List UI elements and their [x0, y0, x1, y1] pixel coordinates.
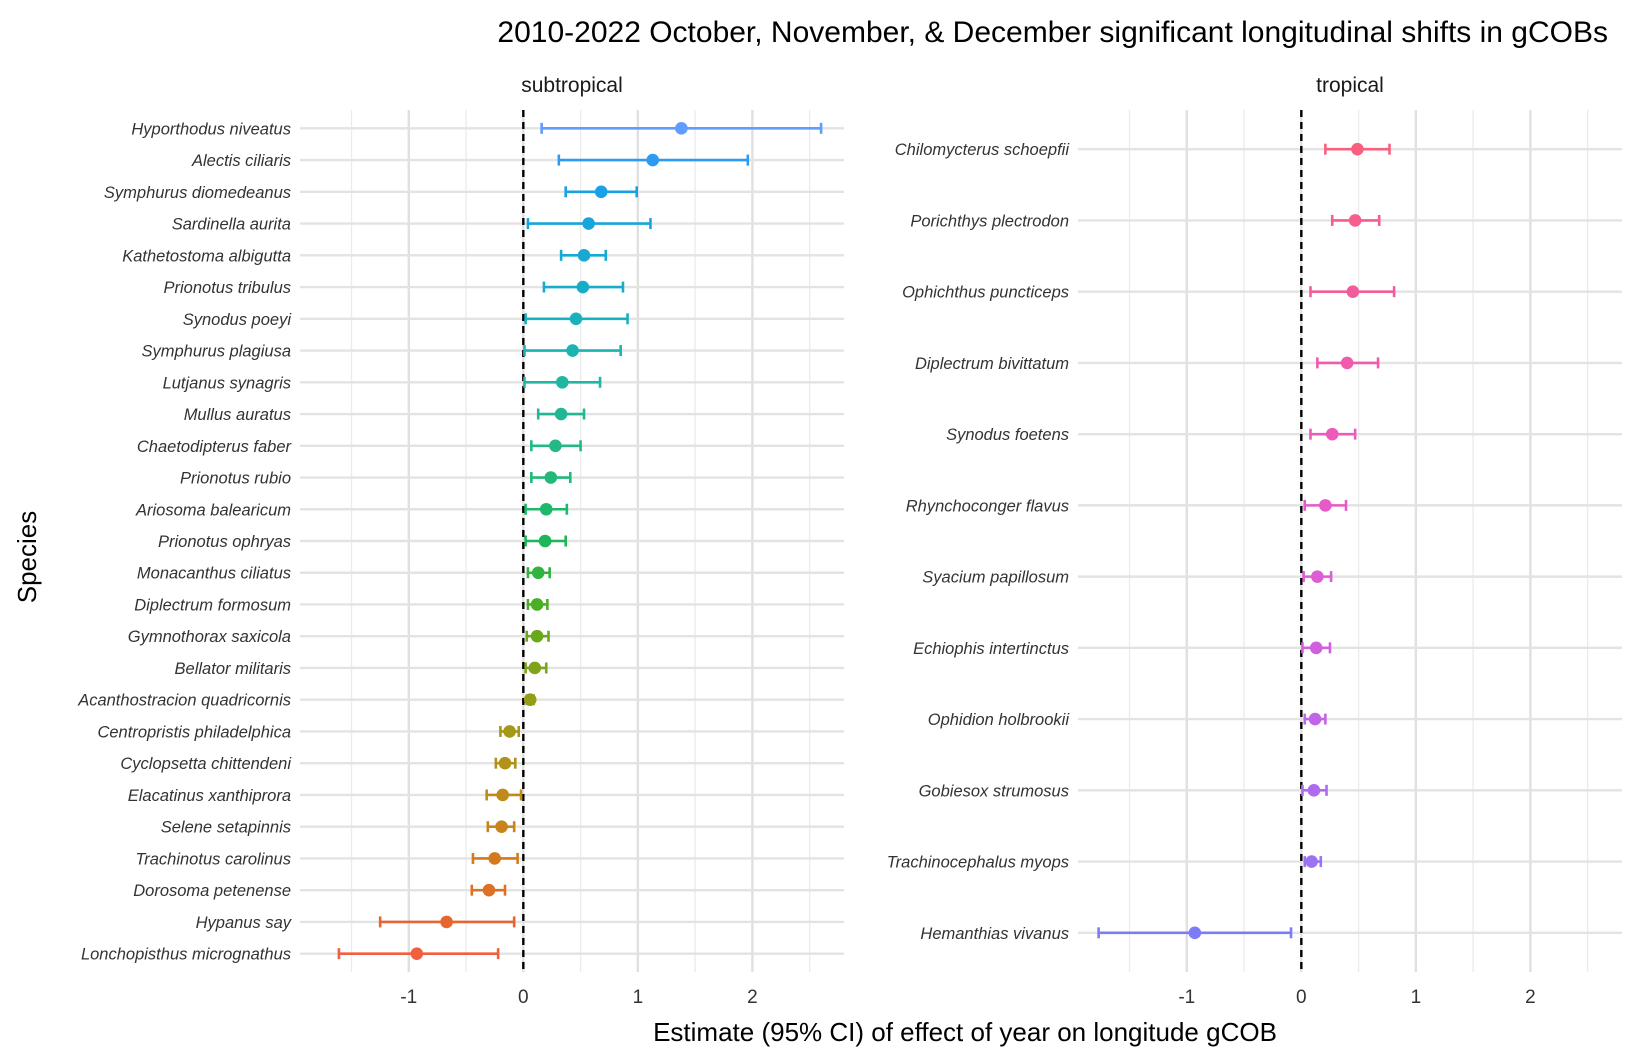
- species-label: Dorosoma petenense: [133, 882, 291, 900]
- species-label: Echiophis intertinctus: [913, 640, 1069, 658]
- species-label: Chilomycterus schoepfii: [895, 141, 1071, 159]
- estimate-point: [496, 788, 510, 802]
- estimate-point: [594, 185, 608, 199]
- estimate-point: [582, 217, 595, 230]
- estimate-point: [555, 375, 569, 389]
- estimate-point: [1340, 356, 1354, 370]
- panel-label: subtropical: [521, 74, 623, 97]
- x-tick-label: 0: [1296, 987, 1307, 1008]
- species-label: Prionotus ophryas: [158, 533, 291, 551]
- estimate-point: [1346, 285, 1360, 298]
- x-tick-label: -1: [1178, 987, 1195, 1008]
- species-label: Ophidion holbrookii: [928, 711, 1071, 729]
- estimate-point: [549, 439, 562, 453]
- species-label: Diplectrum bivittatum: [915, 355, 1069, 373]
- estimate-point: [488, 852, 501, 865]
- panel-subtropical: subtropical -1 0 1 2 Hyporthodus niveatus Alec…: [77, 74, 844, 1008]
- species-label: Sardinella aurita: [172, 216, 291, 234]
- species-label: Elacatinus xanthiprora: [128, 787, 291, 805]
- estimate-point: [1311, 570, 1324, 583]
- estimate-point: [1305, 855, 1318, 868]
- species-label: Hyporthodus niveatus: [131, 120, 291, 138]
- species-label: Lonchopisthus micrognathus: [81, 946, 291, 964]
- panel-tropical: tropical -1 0 1 2 Chilomycterus schoepfii Pori…: [887, 74, 1622, 1008]
- species-label: Rhynchoconger flavus: [906, 497, 1069, 515]
- y-axis-title: Species: [12, 511, 42, 604]
- estimate-point: [646, 153, 660, 167]
- x-tick-label: 1: [633, 987, 644, 1008]
- species-label: Lutjanus synagris: [163, 374, 291, 392]
- x-axis-title: Estimate (95% CI) of effect of year on l…: [653, 1017, 1277, 1047]
- species-label: Bellator militaris: [175, 660, 291, 678]
- chart-panels: subtropical -1 0 1 2 Hyporthodus niveatus Alec…: [77, 74, 1622, 1008]
- estimate-point: [566, 344, 579, 357]
- estimate-point: [440, 915, 453, 929]
- species-label: Synodus poeyi: [183, 311, 293, 329]
- estimate-point: [528, 661, 542, 675]
- estimate-point: [410, 947, 424, 960]
- species-label: Monacanthus ciliatus: [137, 565, 291, 583]
- x-tick-label: 2: [747, 987, 758, 1008]
- species-label: Symphurus plagiusa: [142, 343, 292, 361]
- species-label: Ophichthus puncticeps: [902, 284, 1069, 302]
- x-tick-label: -1: [400, 987, 417, 1008]
- estimate-point: [530, 598, 544, 611]
- species-label: Acanthostracion quadricornis: [77, 692, 291, 710]
- species-label: Gymnothorax saxicola: [128, 628, 291, 646]
- species-label: Trachinotus carolinus: [135, 850, 291, 868]
- species-label: Diplectrum formosum: [134, 596, 291, 614]
- estimate-point: [503, 725, 516, 738]
- estimate-point: [523, 693, 537, 707]
- species-label: Chaetodipterus faber: [137, 438, 293, 456]
- chart-title: 2010-2022 October, November, & December …: [497, 16, 1608, 49]
- species-label: Trachinocephalus myops: [887, 854, 1069, 872]
- estimate-point: [1351, 142, 1364, 156]
- estimate-point: [538, 534, 552, 548]
- estimate-point: [1307, 784, 1321, 797]
- estimate-point: [530, 629, 544, 643]
- estimate-point: [554, 407, 568, 421]
- estimate-point: [1348, 214, 1362, 227]
- species-label: Selene setapinnis: [161, 819, 291, 837]
- panel-label: tropical: [1316, 74, 1384, 97]
- estimate-point: [495, 820, 508, 833]
- x-tick-label: 1: [1411, 987, 1422, 1008]
- species-label: Kathetostoma albigutta: [122, 247, 291, 265]
- estimate-point: [675, 122, 688, 135]
- estimate-point: [577, 249, 591, 262]
- estimate-point: [576, 280, 590, 294]
- x-tick-label: 2: [1525, 987, 1536, 1008]
- estimate-point: [482, 883, 496, 897]
- species-label: Mullus auratus: [184, 406, 291, 424]
- species-label: Gobiesox strumosus: [919, 782, 1069, 800]
- estimate-point: [539, 502, 553, 516]
- species-label: Ariosoma balearicum: [135, 501, 291, 519]
- species-label: Syacium papillosum: [922, 569, 1069, 587]
- estimate-point: [1188, 926, 1202, 940]
- estimate-point: [531, 566, 545, 580]
- species-label: Synodus foetens: [946, 426, 1069, 444]
- species-label: Alectis ciliaris: [191, 152, 291, 170]
- estimate-point: [498, 756, 512, 770]
- species-label: Porichthys plectrodon: [910, 212, 1069, 230]
- species-label: Cyclopsetta chittendeni: [120, 755, 292, 773]
- species-label: Hypanus say: [196, 914, 293, 932]
- estimate-point: [569, 312, 583, 326]
- estimate-point: [1308, 712, 1322, 726]
- estimate-point: [1325, 427, 1339, 441]
- species-label: Prionotus tribulus: [164, 279, 291, 297]
- estimate-point: [1319, 499, 1332, 512]
- species-label: Symphurus diomedeanus: [104, 184, 291, 202]
- species-label: Hemanthias vivanus: [920, 925, 1069, 943]
- estimate-point: [1309, 641, 1323, 655]
- x-tick-label: 0: [518, 987, 529, 1008]
- estimate-point: [544, 471, 558, 484]
- species-label: Centropristis philadelphica: [97, 723, 291, 741]
- species-label: Prionotus rubio: [180, 470, 291, 488]
